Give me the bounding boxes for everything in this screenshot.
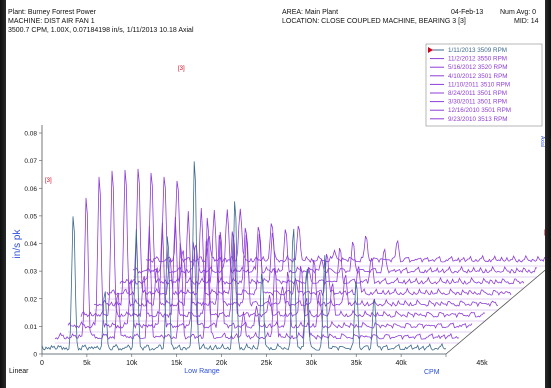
marker-label: [3] <box>544 230 545 236</box>
x-tick-label: 45k <box>476 360 488 367</box>
location-label: LOCATION: CLOSE COUPLED MACHINE, BEARING… <box>282 18 466 25</box>
area-label: AREA: Main Plant <box>282 9 339 16</box>
y-tick-label: 0.05 <box>24 213 37 220</box>
legend-entry: 12/16/2010 3501 RPM <box>448 107 511 114</box>
x-tick-label: 10k <box>126 360 138 367</box>
legend-entry: 1/11/2013 3509 RPM <box>448 47 507 54</box>
legend-entry: 5/16/2012 3520 RPM <box>448 64 508 71</box>
chart-axes <box>39 125 545 357</box>
waterfall-chart: 0 5k 10k 15k 20k 25k 30k 35k 40k 45k 0 0.01 0.02 0.03… <box>9 43 545 376</box>
y-tick-label: 0.08 <box>24 131 37 138</box>
legend-entry: 9/23/2010 3513 RPM <box>448 116 508 123</box>
x-tick-label: 0 <box>40 360 44 367</box>
legend-entry: 4/10/2012 3501 RPM <box>448 73 508 80</box>
report-date: 04-Feb-13 <box>451 9 484 16</box>
x-scale-label: Linear <box>9 368 29 375</box>
chart-legend: 1/11/2013 3509 RPM 11/2/2012 3550 RPM5/16… <box>425 43 543 127</box>
chart-labels: 0 5k 10k 15k 20k 25k 30k 35k 40k 45k 0 0.01 0.02 0.03… <box>9 66 545 376</box>
axis-side-label: Axial <box>539 136 545 147</box>
x-tick-label: 35k <box>351 360 363 367</box>
marker-label: [3] <box>45 178 52 184</box>
mid-label: MID: 14 <box>514 18 539 25</box>
legend-entry: 8/24/2011 3501 RPM <box>448 90 507 97</box>
x-tick-label: 40k <box>395 360 407 367</box>
x-tick-label: 30k <box>306 360 318 367</box>
x-tick-label: 5k <box>83 360 91 367</box>
legend-selected-marker <box>428 47 433 53</box>
legend-box <box>425 43 543 127</box>
trace-7 <box>132 176 538 275</box>
machine-label: MACHINE: DIST AIR FAN 1 <box>8 18 95 25</box>
chart-traces <box>41 161 545 355</box>
plant-label: Plant: Burney Forrest Power <box>8 9 96 16</box>
x-axis-label: Low Range <box>184 368 220 375</box>
x-tick-label: 15k <box>171 360 183 367</box>
legend-entry: 11/10/2011 3510 RPM <box>448 81 510 88</box>
x-tick-label: 25k <box>261 360 273 367</box>
trace-5 <box>106 168 512 297</box>
y-tick-label: 0.02 <box>24 296 37 303</box>
plot-paper: Plant: Burney Forrest Power MACHINE: DIS… <box>6 8 545 378</box>
trace-2 <box>67 176 473 330</box>
y-tick-label: 0 <box>33 352 37 359</box>
legend-entry: 3/30/2011 3501 RPM <box>448 99 507 106</box>
y-tick-label: 0.04 <box>24 241 37 248</box>
y-tick-label: 0.06 <box>24 186 37 193</box>
trace-6 <box>119 172 525 285</box>
x-tick-label: 20k <box>216 360 228 367</box>
y-tick-label: 0.01 <box>24 324 37 331</box>
trace-3 <box>80 170 486 319</box>
marker-label: [3] <box>178 66 185 72</box>
y-axis-label: in/s pk <box>12 229 23 259</box>
x-unit-label: CPM <box>424 369 440 376</box>
num-avg-label: Num Avg: 0 <box>500 9 537 16</box>
trace-1 <box>54 197 460 341</box>
legend-entry: 11/2/2012 3550 RPM <box>448 56 507 63</box>
y-tick-label: 0.07 <box>24 158 37 165</box>
trace-8 <box>145 180 545 263</box>
y-tick-label: 0.03 <box>24 269 37 276</box>
trace-4 <box>93 169 499 308</box>
trace-0 <box>41 161 447 351</box>
measurement-params: 3500.7 CPM, 1.00X, 0.07184198 in/s, 1/11… <box>8 27 194 34</box>
